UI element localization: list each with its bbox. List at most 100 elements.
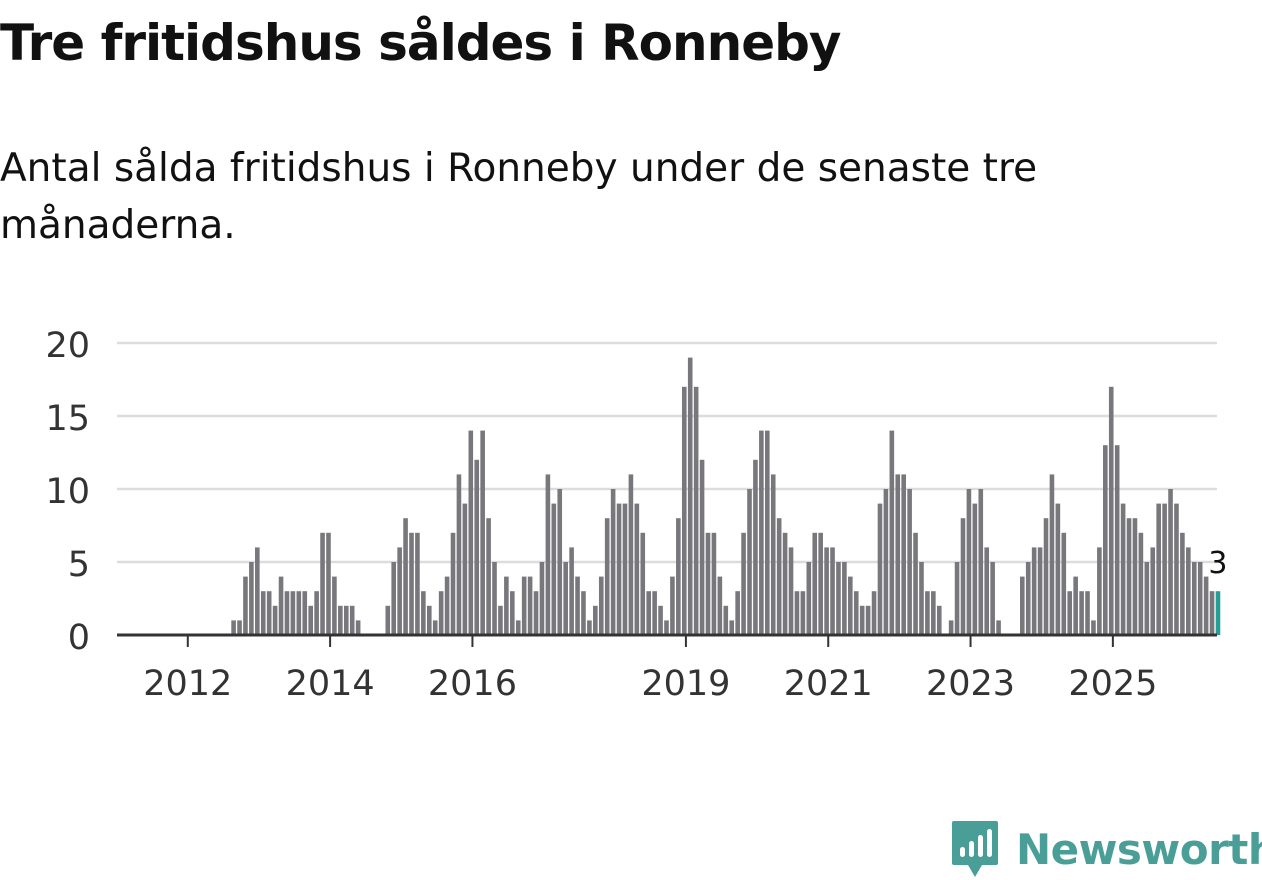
bar (658, 605, 663, 635)
bar (687, 357, 693, 635)
bar (788, 547, 794, 635)
bar (272, 605, 278, 635)
bar (765, 430, 770, 635)
bar (587, 620, 592, 635)
bar (729, 620, 735, 635)
bar (711, 532, 717, 635)
bar (575, 576, 580, 635)
bar (770, 474, 776, 635)
bar (877, 503, 883, 635)
bar (1091, 620, 1096, 635)
bar (1079, 591, 1084, 635)
bar (1055, 503, 1061, 635)
bar (255, 547, 260, 635)
bar (385, 605, 391, 635)
bar (753, 459, 758, 635)
bar (1097, 547, 1102, 635)
bar (610, 489, 616, 635)
bar (871, 591, 877, 635)
bar (646, 591, 651, 635)
y-tick-label: 20 (45, 326, 90, 366)
bar (990, 562, 995, 635)
y-tick-label: 5 (68, 545, 90, 585)
bar (865, 605, 871, 635)
bar (284, 591, 290, 635)
bar (664, 620, 669, 635)
bar (314, 591, 319, 635)
bar (498, 605, 503, 635)
bar (1049, 474, 1055, 635)
bar (812, 532, 818, 635)
bar (824, 547, 829, 635)
bar (1132, 518, 1138, 635)
bar (551, 503, 557, 635)
bar (723, 605, 729, 635)
x-tick-label: 2019 (641, 664, 730, 700)
bar (622, 503, 628, 635)
bar (1180, 532, 1185, 635)
bar (889, 430, 895, 635)
y-tick-label: 0 (68, 618, 90, 658)
bar (545, 474, 551, 635)
chart-title: Tre fritidshus såldes i Ronneby (0, 14, 841, 72)
bar (842, 562, 847, 635)
bar (438, 591, 444, 635)
bar (1061, 532, 1067, 635)
bar (616, 503, 622, 635)
bar (308, 605, 313, 635)
bar (818, 532, 823, 635)
bar (705, 532, 711, 635)
y-tick-label: 10 (45, 472, 90, 512)
bar (735, 591, 740, 635)
bar (527, 576, 533, 635)
bar (800, 591, 806, 635)
bar (260, 591, 266, 635)
bar (1114, 445, 1120, 635)
bar (456, 474, 462, 635)
bar (1203, 576, 1209, 635)
bar (1209, 591, 1215, 635)
bar (1156, 503, 1161, 635)
bar (533, 591, 539, 635)
bar (278, 576, 284, 635)
bar (1067, 591, 1073, 635)
bar (231, 620, 236, 635)
bar (1168, 489, 1173, 635)
bar (782, 532, 788, 635)
bar (1162, 503, 1167, 635)
y-tick-label: 15 (45, 399, 90, 439)
bar (836, 562, 841, 635)
bar (901, 474, 906, 635)
bar (907, 489, 912, 635)
bar (1126, 518, 1132, 635)
data-label-latest: 3 (1208, 546, 1227, 581)
bar (426, 605, 432, 635)
bar (859, 605, 865, 635)
bar (931, 591, 936, 635)
bar (1025, 562, 1031, 635)
bar (290, 591, 296, 635)
bar (1103, 445, 1108, 635)
bar (296, 591, 302, 635)
bar (521, 576, 527, 635)
bar (978, 489, 984, 635)
bar (681, 386, 687, 635)
y-axis-ticks: 0 5 10 15 20 (45, 326, 90, 658)
bar-highlight (1215, 591, 1221, 635)
bar (510, 591, 515, 635)
bar (1174, 503, 1179, 635)
x-tick-label: 2012 (143, 664, 232, 700)
bar (450, 532, 456, 635)
bar (693, 386, 699, 635)
bar (1037, 547, 1043, 635)
x-tick-label: 2014 (286, 664, 375, 700)
bar (883, 489, 889, 635)
x-tick-label: 2023 (926, 664, 1015, 700)
bar (432, 620, 438, 635)
chart-subtitle: Antal sålda fritidshus i Ronneby under d… (0, 146, 1038, 248)
bar (1186, 547, 1191, 635)
bar (332, 576, 337, 635)
bar (338, 605, 343, 635)
bar (355, 620, 361, 635)
bar (302, 591, 308, 635)
